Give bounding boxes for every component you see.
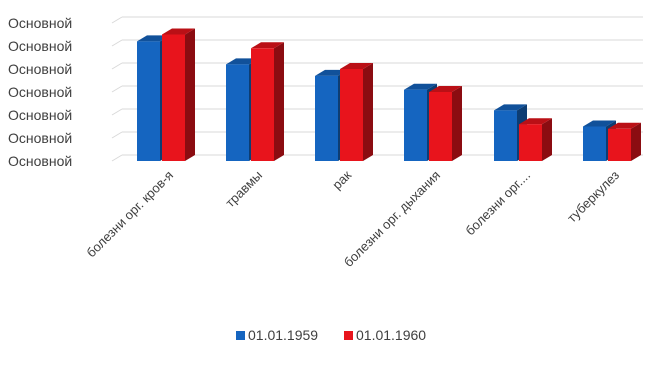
bar-top: [315, 69, 348, 76]
bar-front: [162, 34, 185, 161]
legend-swatch: [344, 331, 353, 340]
bar-top: [137, 35, 170, 42]
legend: 01.01.1959 01.01.1960: [236, 327, 426, 343]
x-tick-label: рак: [329, 167, 354, 192]
legend-label: 01.01.1959: [248, 327, 318, 343]
gridline-depth: [111, 154, 123, 162]
gridline-depth: [111, 108, 123, 116]
x-tick-label: болезни орг. кров-я: [83, 168, 176, 261]
bar-front: [608, 128, 631, 161]
bar-top: [583, 120, 616, 127]
bar-front: [583, 126, 606, 161]
bar: [519, 118, 552, 161]
bar: [608, 122, 641, 161]
bar: [429, 86, 462, 161]
bar-top: [340, 63, 373, 69]
y-axis-ticks: Основной Основной Основной Основной Основной…: [8, 15, 72, 169]
bar-top: [226, 58, 259, 65]
y-tick-label: Основной: [8, 15, 72, 31]
bar-top: [429, 86, 462, 92]
gridline-depth: [111, 131, 123, 139]
bar-top: [494, 104, 527, 111]
bar-front: [340, 69, 363, 161]
y-tick-label: Основной: [8, 84, 72, 100]
legend-label: 01.01.1960: [356, 327, 426, 343]
gridline-depth: [111, 39, 123, 47]
gridline-depth: [111, 62, 123, 70]
bar-front: [251, 48, 274, 161]
bar-front: [137, 41, 160, 161]
bar-top: [404, 83, 437, 90]
bar-top: [608, 122, 641, 129]
x-tick-label: болезни орг. дыхания: [341, 168, 443, 270]
bar-side: [185, 28, 195, 161]
bar-side: [274, 42, 284, 161]
x-tick-label: болезни орг....: [462, 168, 533, 239]
bar-front: [494, 110, 517, 161]
bar-side: [542, 118, 552, 161]
bar-top: [519, 118, 552, 125]
bar: [162, 28, 195, 161]
y-tick-label: Основной: [8, 61, 72, 77]
gridline-depth: [111, 16, 123, 24]
bar-front: [519, 124, 542, 161]
x-tick-label: туберкулез: [564, 167, 622, 225]
bar-top: [251, 42, 284, 49]
bar-front: [404, 89, 427, 161]
y-tick-label: Основной: [8, 107, 72, 123]
bar-side: [452, 86, 462, 161]
bar: [340, 63, 373, 161]
bar-front: [429, 92, 452, 161]
bar-side: [363, 63, 373, 161]
gridline-depth: [111, 85, 123, 93]
bar-top: [162, 28, 195, 35]
bars: [137, 28, 641, 161]
bar-front: [315, 75, 338, 161]
x-tick-label: травмы: [222, 168, 265, 211]
grid: [111, 16, 643, 162]
legend-swatch: [236, 331, 245, 340]
y-tick-label: Основной: [8, 130, 72, 146]
y-tick-label: Основной: [8, 38, 72, 54]
bar-front: [226, 64, 249, 161]
bar: [251, 42, 284, 161]
bar-side: [631, 122, 641, 161]
y-tick-label: Основной: [8, 153, 72, 169]
